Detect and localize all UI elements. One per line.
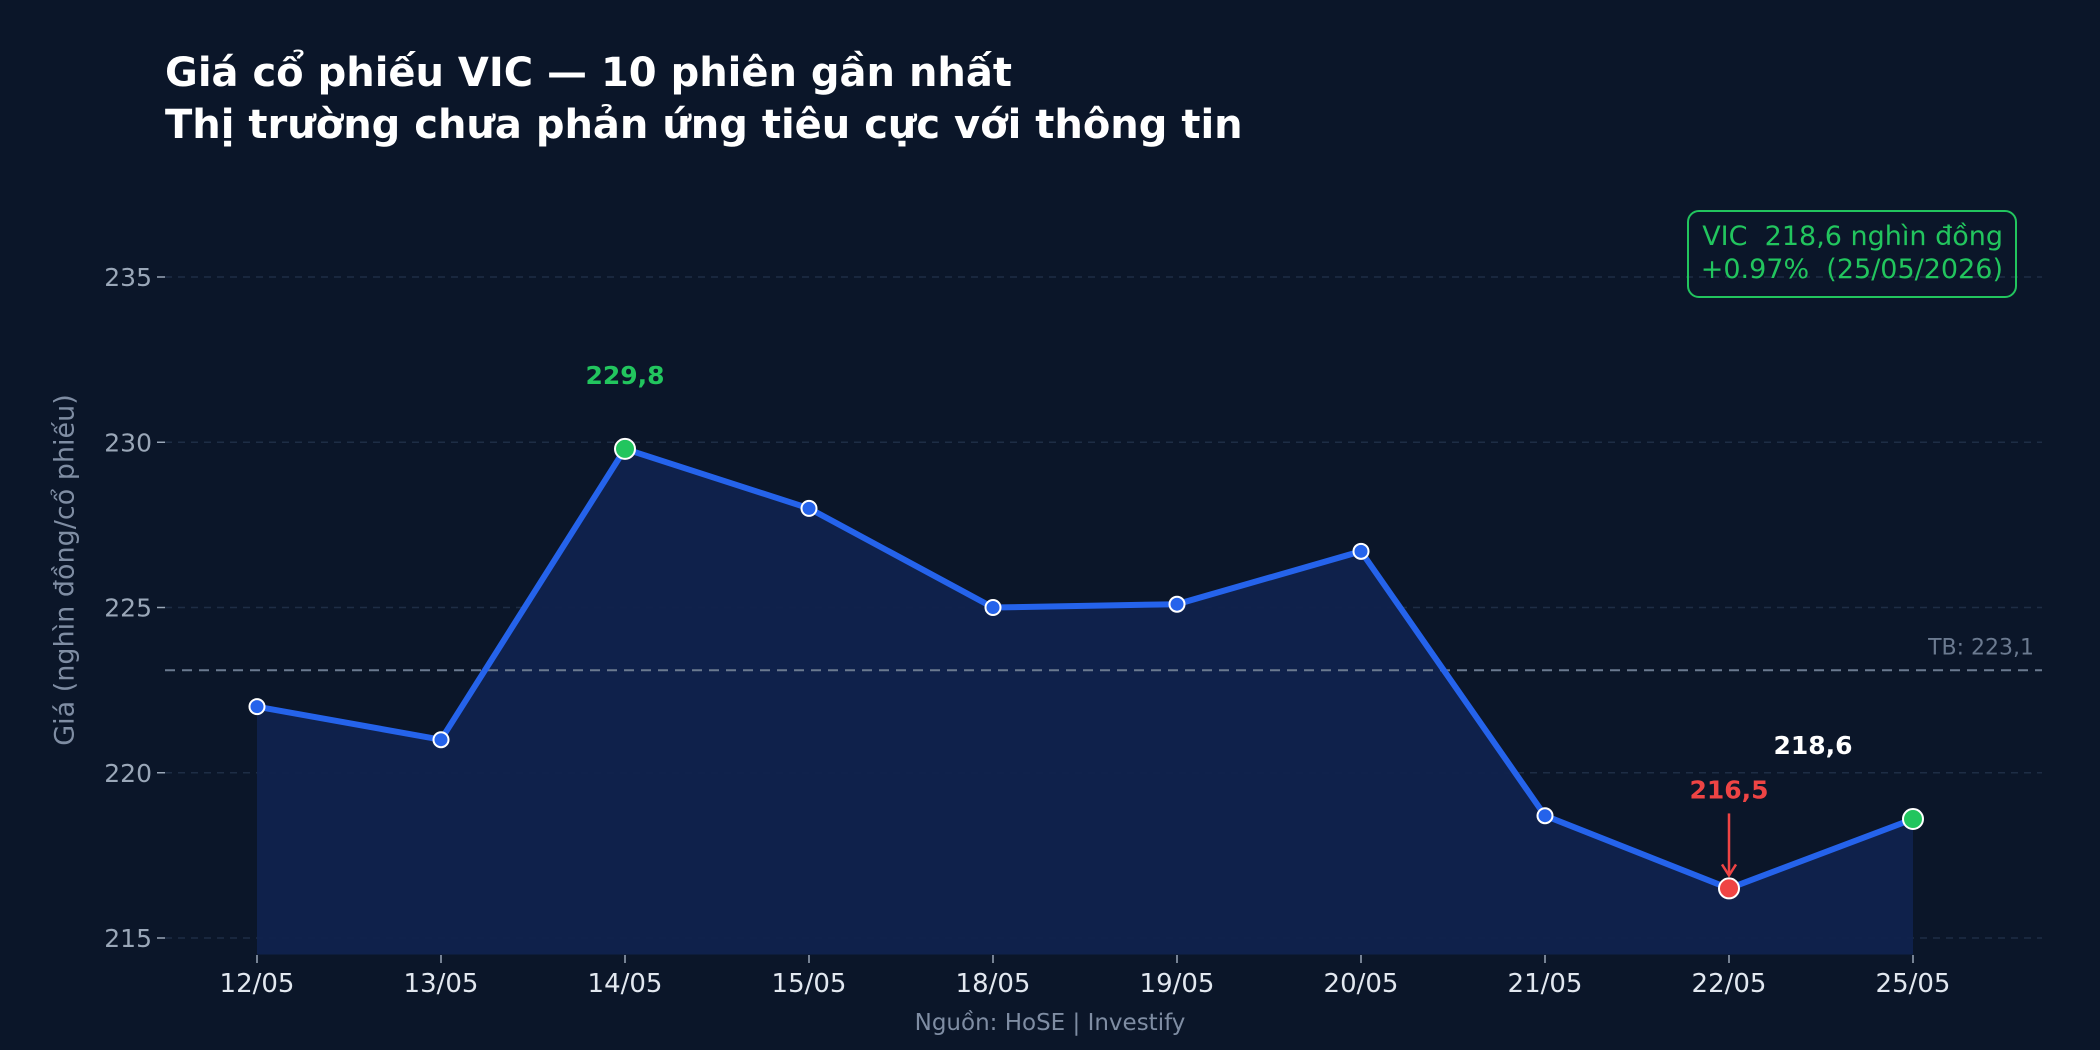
annotation-low-label: 216,5	[1689, 775, 1768, 804]
x-tick-label: 22/05	[1692, 969, 1767, 999]
data-point	[248, 698, 266, 716]
price-line	[254, 445, 1916, 892]
x-tick-label: 20/05	[1324, 969, 1399, 999]
data-point	[984, 599, 1002, 616]
chart-title: Giá cổ phiếu VIC — 10 phiên gần nhất	[165, 50, 1013, 96]
average-label: TB: 223,1	[1927, 635, 2034, 660]
x-tick-label: 13/05	[404, 969, 479, 999]
data-points	[248, 437, 1924, 900]
data-point	[1718, 877, 1740, 900]
x-axis-ticks: 12/05 13/05 14/05 15/05 18/05 19/05 20/05 21/05…	[220, 955, 1951, 999]
data-point	[1168, 595, 1186, 613]
annotation-last-label: 218,6	[1773, 731, 1852, 760]
data-point	[1352, 542, 1370, 560]
chart-subtitle: Thị trường chưa phản ứng tiêu cực với th…	[165, 102, 1243, 148]
info-box-change: +0.97% (25/05/2026)	[1700, 254, 2003, 285]
price-info-box: VIC 218,6 nghìn đồng +0.97% (25/05/2026)	[1686, 210, 2017, 298]
data-point	[800, 499, 818, 517]
x-tick-label: 14/05	[588, 969, 663, 999]
x-tick-label: 19/05	[1140, 969, 1215, 999]
y-tick-label: 235	[104, 263, 152, 292]
data-point	[614, 437, 636, 460]
x-tick-label: 12/05	[220, 969, 295, 999]
x-tick-label: 18/05	[956, 969, 1031, 999]
source-note: Nguồn: HoSE | Investify	[914, 1010, 1186, 1036]
info-box-price: VIC 218,6 nghìn đồng	[1702, 221, 2003, 252]
x-tick-label: 15/05	[772, 969, 847, 999]
y-tick-label: 230	[104, 428, 152, 457]
x-tick-label: 21/05	[1508, 969, 1583, 999]
y-tick-label: 225	[104, 594, 152, 623]
y-tick-label: 220	[104, 759, 152, 788]
y-axis-label: Giá (nghìn đồng/cổ phiếu)	[49, 394, 81, 746]
data-point	[1536, 807, 1554, 825]
data-point	[432, 731, 450, 749]
annotation-high-label: 229,8	[585, 361, 664, 390]
y-axis-ticks: 215 220 225 230 235	[104, 263, 165, 953]
price-area-fill	[257, 448, 1913, 955]
annotation-low-arrowhead	[1720, 863, 1738, 878]
data-point	[1902, 808, 1924, 831]
x-tick-label: 25/05	[1876, 969, 1951, 999]
y-tick-label: 215	[104, 924, 152, 953]
